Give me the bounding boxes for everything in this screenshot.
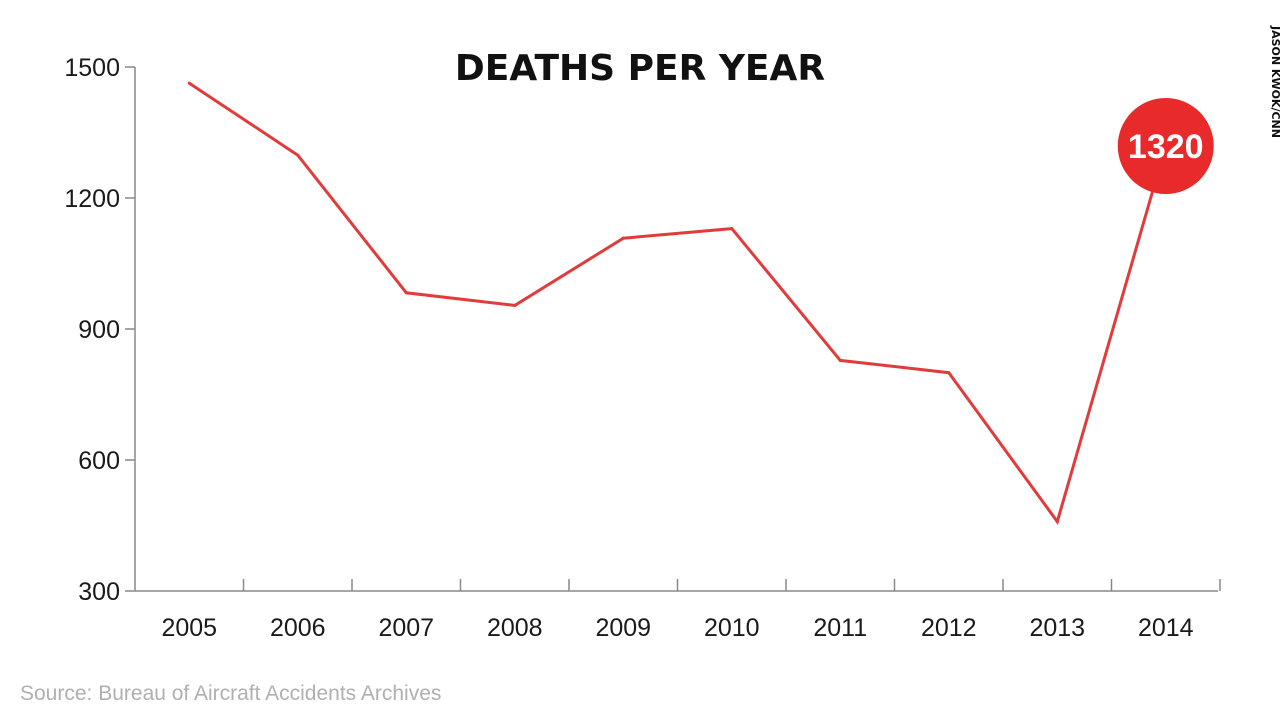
x-tick-label: 2005 [161, 614, 217, 642]
data-point-2013 [1055, 520, 1059, 524]
axes [134, 67, 1218, 592]
data-points [187, 81, 1168, 524]
credit-text: JASON KWOK/CNN [1269, 25, 1280, 138]
series-line-deaths [188, 81, 1168, 525]
x-tick-label: 2009 [595, 614, 651, 642]
x-tick-label: 2008 [487, 614, 543, 642]
x-tick-label: 2011 [813, 614, 867, 642]
data-point-2011 [838, 358, 842, 362]
x-tick-label: 2007 [378, 614, 434, 642]
data-point-2010 [730, 227, 734, 231]
source-note: Source: Bureau of Aircraft Accidents Arc… [20, 682, 441, 705]
data-point-2009 [621, 236, 625, 240]
y-axis-ticks: 1500 1200 900 600 300 [64, 54, 135, 606]
data-point-2008 [513, 303, 517, 307]
x-axis-ticks: 2005 2006 2007 2008 2009 2010 2011 2012 2013 2014 [161, 579, 1221, 642]
y-tick-label: 600 [78, 447, 120, 475]
y-tick-label: 1200 [64, 185, 120, 213]
data-point-2007 [404, 291, 408, 295]
y-tick-label: 300 [78, 578, 120, 606]
y-tick-label: 900 [78, 316, 120, 344]
x-tick-label: 2006 [270, 614, 326, 642]
x-tick-label: 2010 [704, 614, 760, 642]
callout-circle-1320 [1117, 98, 1214, 194]
callout-label: 1320 [1128, 128, 1204, 166]
data-point-2005 [187, 81, 191, 85]
chart-title: DEATHS PER YEAR [455, 48, 825, 89]
x-tick-label: 2014 [1138, 614, 1194, 642]
y-tick-label: 1500 [64, 54, 120, 82]
x-tick-label: 2013 [1029, 614, 1085, 642]
data-point-2006 [296, 153, 300, 157]
x-tick-label: 2012 [921, 614, 977, 642]
data-point-2012 [947, 371, 951, 375]
